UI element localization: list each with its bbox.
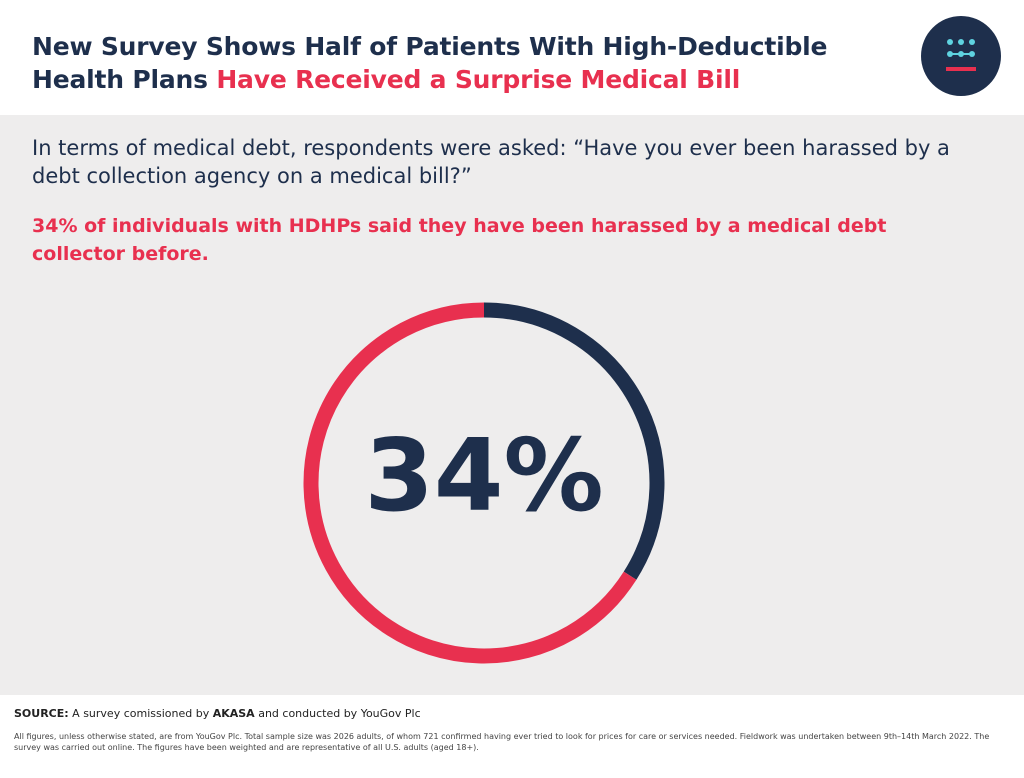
title-main: New Survey Shows Half of Patients With H… xyxy=(32,32,828,94)
key-finding: 34% of individuals with HDHPs said they … xyxy=(32,215,887,265)
donut-slice-0 xyxy=(483,302,665,580)
header: New Survey Shows Half of Patients With H… xyxy=(0,0,1024,115)
source-line: SOURCE: A survey comissioned by AKASA an… xyxy=(14,707,1004,720)
donut-center-label: 34% xyxy=(364,417,603,534)
footer xyxy=(0,695,1024,778)
donut-slices xyxy=(303,302,665,664)
donut-slice-1 xyxy=(303,302,637,664)
source-brand: AKASA xyxy=(212,707,255,720)
page-title: New Survey Shows Half of Patients With H… xyxy=(32,30,912,96)
source-text-pre: A survey comissioned by xyxy=(68,707,213,720)
content-panel xyxy=(0,115,1024,695)
source-label: SOURCE: xyxy=(14,707,69,720)
title-highlight: Have Received a Surprise Medical Bill xyxy=(216,65,741,94)
brand-logo-icon xyxy=(921,16,1001,96)
methodology-note: All figures, unless otherwise stated, ar… xyxy=(14,732,990,752)
source-text-post: and conducted by YouGov Plc xyxy=(254,707,421,720)
survey-question: In terms of medical debt, respondents we… xyxy=(32,136,950,188)
